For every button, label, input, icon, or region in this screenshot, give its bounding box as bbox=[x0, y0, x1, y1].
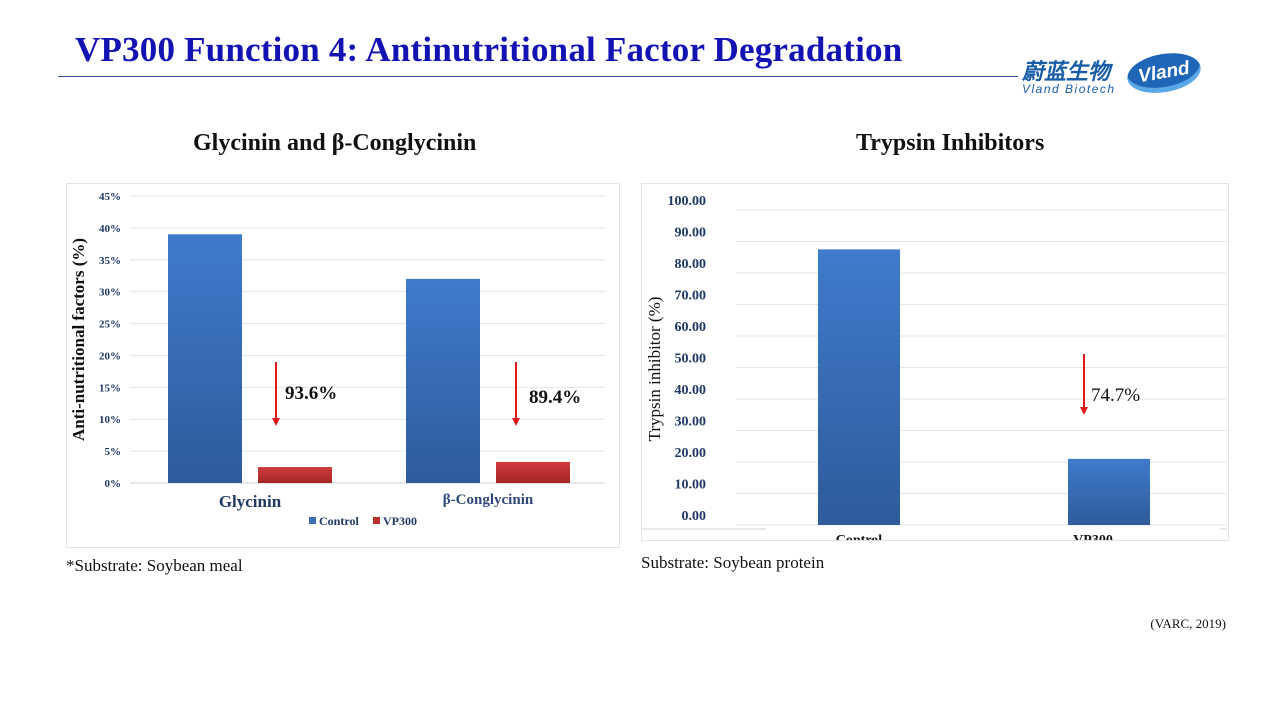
right-chart-panel: 0.00 10.00 20.00 30.00 40.00 50.00 60.00 70.00 8… bbox=[641, 183, 1229, 548]
legend-swatch bbox=[309, 517, 316, 524]
left-chart-panel: 0% 5% 10% 15% 20% 25% 30% 35% 40% 45% Anti-nutriti… bbox=[66, 183, 620, 548]
right-chart-title: Trypsin Inhibitors bbox=[856, 130, 1045, 156]
x-category-label: VP300 bbox=[1073, 533, 1113, 540]
reduction-arrow-head bbox=[1080, 407, 1088, 415]
y-axis-title: Anti-nutritional factors (%) bbox=[69, 238, 88, 441]
y-tick-label: 35% bbox=[99, 255, 121, 267]
reduction-arrow-head bbox=[272, 418, 280, 426]
y-tick-label: 90.00 bbox=[675, 226, 707, 241]
y-tick-label: 40.00 bbox=[675, 383, 707, 398]
y-tick-label: 0.00 bbox=[682, 509, 707, 524]
y-tick-label: 20% bbox=[99, 350, 121, 362]
reduction-label: 93.6% bbox=[285, 383, 337, 404]
y-tick-label: 45% bbox=[99, 191, 121, 203]
control-bar bbox=[406, 278, 480, 483]
x-category-label: Glycinin bbox=[219, 492, 282, 511]
y-tick-label: 5% bbox=[105, 446, 122, 458]
page-title: VP300 Function 4: Antinutritional Factor… bbox=[75, 30, 903, 69]
vp300-bar bbox=[1068, 458, 1150, 525]
control-bar bbox=[818, 249, 900, 525]
y-tick-label: 60.00 bbox=[675, 320, 707, 335]
y-tick-label: 15% bbox=[99, 382, 121, 394]
logo-mark-text: Vland bbox=[1136, 57, 1192, 88]
citation: (VARC, 2019) bbox=[1150, 616, 1226, 631]
vland-logo: 蔚蓝生物 Vland Biotech Vland bbox=[1020, 47, 1205, 99]
y-tick-label: 30.00 bbox=[675, 415, 707, 430]
y-tick-label: 50.00 bbox=[675, 352, 707, 367]
left-substrate-note: *Substrate: Soybean meal bbox=[66, 556, 243, 575]
logo-oval-mark: Vland bbox=[1124, 47, 1204, 99]
reduction-label: 89.4% bbox=[529, 387, 581, 408]
y-axis-title: Trypsin inhibitor (%) bbox=[645, 297, 664, 442]
logo-chinese-text: 蔚蓝生物 bbox=[1022, 60, 1111, 85]
glycinin-chart: 0% 5% 10% 15% 20% 25% 30% 35% 40% 45% Anti-nutriti… bbox=[69, 191, 605, 528]
y-tick-label: 20.00 bbox=[675, 446, 707, 461]
left-chart-title: Glycinin and β-Conglycinin bbox=[193, 130, 477, 156]
vp300-bar bbox=[496, 461, 570, 483]
y-tick-label: 70.00 bbox=[675, 289, 707, 304]
y-tick-label: 10.00 bbox=[675, 478, 707, 493]
y-tick-label: 30% bbox=[99, 287, 121, 299]
y-tick-label: 10% bbox=[99, 414, 121, 426]
reduction-label: 74.7% bbox=[1091, 385, 1140, 406]
legend-label: Control bbox=[319, 514, 359, 528]
y-tick-label: 25% bbox=[99, 319, 121, 331]
y-tick-label: 100.00 bbox=[668, 194, 707, 209]
y-tick-label: 80.00 bbox=[675, 257, 707, 272]
title-divider bbox=[58, 76, 1018, 77]
trypsin-chart: 0.00 10.00 20.00 30.00 40.00 50.00 60.00 70.00 8… bbox=[642, 194, 1227, 548]
right-substrate-note: Substrate: Soybean protein bbox=[641, 553, 825, 572]
legend-swatch bbox=[373, 517, 380, 524]
y-tick-label: 40% bbox=[99, 223, 121, 235]
control-bar bbox=[168, 234, 242, 483]
x-category-label: Control bbox=[836, 533, 883, 540]
reduction-arrow-head bbox=[512, 418, 520, 426]
y-tick-label: 0% bbox=[105, 478, 122, 490]
logo-english-text: Vland Biotech bbox=[1022, 82, 1116, 96]
legend-label: VP300 bbox=[383, 514, 417, 528]
vp300-bar bbox=[258, 467, 332, 483]
x-category-label: β-Conglycinin bbox=[443, 492, 534, 508]
